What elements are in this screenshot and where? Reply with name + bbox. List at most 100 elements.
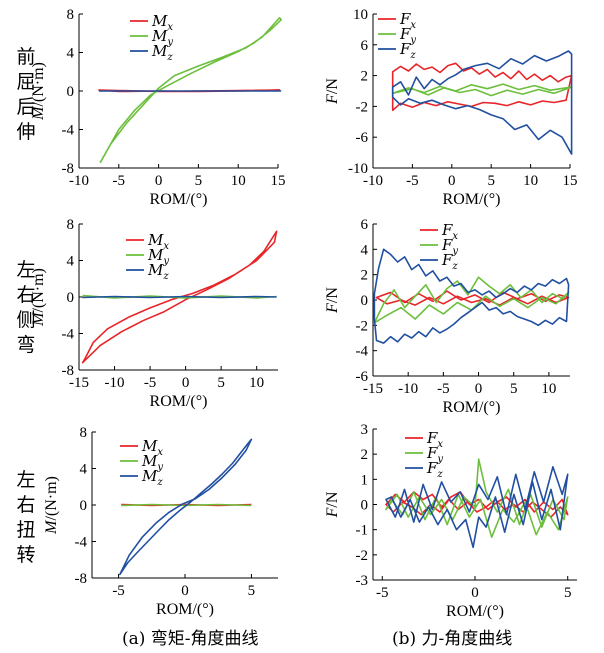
x-tick-label: 0: [475, 381, 483, 397]
y-tick-label: -1: [356, 523, 369, 539]
x-tick-label: 5: [217, 375, 225, 391]
x-tick-label: -5: [406, 173, 419, 189]
x-tick-label: -10: [398, 381, 418, 397]
y-tick-label: 2: [361, 447, 369, 463]
series-fz: [373, 248, 570, 344]
y-tick-label: 6: [361, 217, 369, 233]
y-tick-label: 0: [67, 290, 75, 306]
x-tick-label: -5: [113, 173, 126, 189]
x-tick-label: 10: [249, 375, 264, 391]
x-tick-label: 15: [271, 173, 286, 189]
x-tick-label: -15: [69, 375, 89, 391]
x-tick-label: 10: [541, 381, 556, 397]
series-mz: [119, 438, 253, 576]
x-tick-label: -5: [112, 583, 125, 599]
series-fz: [391, 50, 573, 155]
y-axis-label: M/(N·m): [43, 476, 60, 535]
y-tick-label: 0: [80, 498, 88, 514]
y-tick-label: 8: [80, 425, 88, 441]
y-tick-label: 8: [67, 7, 75, 23]
x-axis-label: ROM/(°): [156, 601, 214, 618]
x-tick-label: 0: [155, 173, 163, 189]
x-tick-label: -5: [437, 381, 450, 397]
row-label-lateral-bending: 左右侧弯: [16, 259, 36, 356]
legend-label-mz: Mz: [147, 261, 169, 282]
x-axis-label: ROM/(°): [443, 399, 501, 416]
legend-label-fx: Fx: [399, 10, 416, 31]
x-axis-label: ROM/(°): [443, 191, 501, 208]
y-tick-label: -4: [62, 327, 75, 343]
y-tick-label: -6: [356, 369, 369, 385]
y-tick-label: 4: [67, 46, 75, 62]
legend-label-mx: Mx: [151, 12, 173, 33]
y-tick-label: 0: [361, 293, 369, 309]
x-tick-label: 5: [564, 585, 572, 601]
series-fx: [385, 491, 569, 518]
x-tick-label: 5: [248, 583, 256, 599]
y-tick-label: 4: [80, 462, 88, 478]
x-tick-label: -10: [69, 173, 89, 189]
x-tick-label: -10: [105, 375, 125, 391]
series-fy: [391, 83, 573, 97]
legend-label-fy: Fy: [441, 236, 458, 257]
y-tick-label: 2: [361, 268, 369, 284]
series-mx: [81, 230, 278, 364]
y-tick-label: 10: [353, 7, 368, 23]
y-tick-label: -3: [356, 573, 369, 589]
legend-label-fx: Fx: [441, 221, 458, 242]
series-my: [82, 294, 277, 299]
legend-label-fz: Fz: [426, 459, 443, 480]
y-tick-label: 0: [361, 498, 369, 514]
legend-label-fx: Fx: [426, 429, 443, 450]
legend-label-my: My: [147, 246, 169, 267]
x-tick-label: 10: [523, 173, 538, 189]
x-axis-label: ROM/(°): [446, 603, 504, 620]
y-tick-label: -2: [356, 318, 369, 334]
row-label-axial-rotation: 左右扭转: [16, 469, 36, 566]
caption-moment-angle: (a) 弯矩-角度曲线: [122, 629, 259, 649]
y-tick-label: -2: [356, 548, 369, 564]
legend-label-fy: Fy: [426, 444, 443, 465]
y-tick-label: -6: [356, 130, 369, 146]
y-tick-label: -2: [356, 99, 369, 115]
x-tick-label: 0: [471, 585, 479, 601]
legend-label-fz: Fz: [441, 251, 458, 272]
y-tick-label: -10: [348, 161, 368, 177]
y-tick-label: 4: [361, 242, 369, 258]
y-tick-label: -8: [62, 161, 75, 177]
legend-label-fz: Fz: [399, 40, 416, 61]
y-tick-label: 1: [361, 472, 369, 488]
x-tick-label: 0: [181, 583, 189, 599]
x-axis-label: ROM/(°): [150, 393, 208, 410]
y-tick-label: -4: [356, 344, 369, 360]
series-fx: [391, 62, 573, 112]
row-label-flexion-extension: 前屈后伸: [16, 46, 36, 143]
legend-label-fy: Fy: [399, 25, 416, 46]
x-tick-label: -5: [144, 375, 157, 391]
y-tick-label: 0: [67, 84, 75, 100]
y-tick-label: 6: [361, 38, 369, 54]
x-tick-label: 5: [487, 173, 495, 189]
legend-label-mz: Mz: [151, 42, 173, 63]
y-axis-label: F/N: [324, 491, 341, 518]
x-tick-label: -10: [363, 173, 383, 189]
legend-label-my: My: [151, 27, 173, 48]
x-tick-label: -5: [376, 585, 389, 601]
legend-label-mx: Mx: [147, 231, 169, 252]
y-tick-label: 3: [361, 422, 369, 438]
x-tick-label: 5: [195, 173, 203, 189]
legend-label-mz: Mz: [141, 467, 163, 488]
y-axis-label: F/N: [324, 287, 341, 314]
y-tick-label: -8: [62, 363, 75, 379]
x-tick-label: 10: [231, 173, 246, 189]
x-tick-label: -15: [363, 381, 383, 397]
y-tick-label: 8: [67, 217, 75, 233]
y-axis-label: F/N: [324, 78, 341, 105]
x-tick-label: 0: [448, 173, 456, 189]
